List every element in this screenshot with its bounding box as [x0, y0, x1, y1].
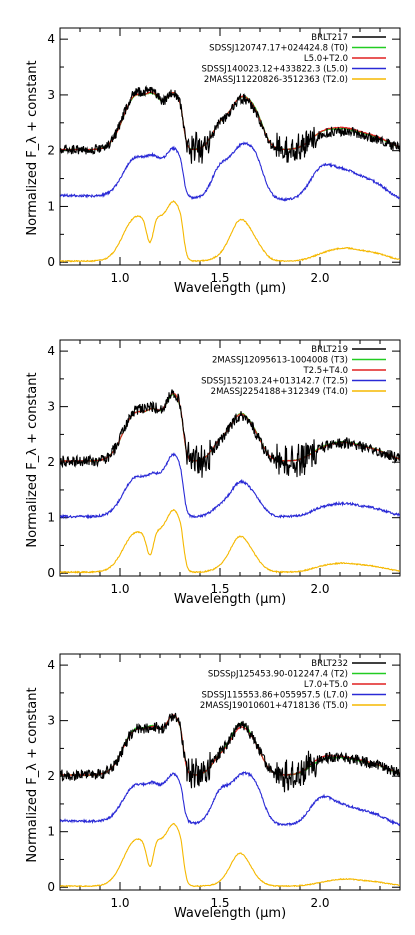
series-line — [60, 452, 400, 520]
plot-frame — [59, 653, 401, 891]
x-axis-label: Wavelength (μm) — [174, 906, 286, 921]
y-tick-label: 0 — [47, 255, 55, 269]
legend-label: L7.0+T5.0 — [304, 680, 348, 690]
y-axis-label: Normalized F_λ + constant — [25, 60, 40, 235]
x-tick-label: 1.0 — [110, 271, 129, 285]
x-axis-label: Wavelength (μm) — [174, 281, 286, 296]
legend-label: 2MASSJ11220826-3512363 (T2.0) — [204, 75, 348, 85]
x-tick-label: 1.5 — [210, 271, 229, 285]
series-line — [60, 508, 400, 574]
series-line — [60, 712, 400, 793]
y-tick-label: 3 — [47, 400, 55, 414]
y-tick-label: 3 — [47, 88, 55, 102]
y-tick-label: 2 — [47, 769, 55, 783]
legend-label: SDSSJ140023.12+433822.3 (L5.0) — [202, 65, 348, 75]
x-tick-label: 2.0 — [310, 582, 329, 596]
legend-label: SDSSJ152103.24+013142.7 (T2.5) — [201, 377, 348, 387]
chart-panel-3: 1.0 1.5 2.0 0 1 2 3 4 Wavelength (μm) Normalized … — [25, 653, 401, 921]
x-tick-label: 1.5 — [210, 582, 229, 596]
legend-label: 2MASSJ12095613-1004008 (T3) — [212, 356, 348, 366]
legend-label: BRLT232 — [311, 659, 348, 669]
y-tick-label: 2 — [47, 455, 55, 469]
legend-label: BRLT217 — [311, 33, 348, 43]
series-line — [60, 392, 400, 463]
series-line — [60, 200, 400, 263]
chart-panel-2: 1.0 1.5 2.0 0 1 2 3 4 Wavelength (μm) Normalized … — [25, 339, 401, 607]
y-tick-label: 0 — [47, 566, 55, 580]
y-tick-label: 4 — [47, 344, 55, 358]
x-axis-label: Wavelength (μm) — [174, 592, 286, 607]
x-tick-label: 2.0 — [310, 896, 329, 910]
chart-panel-1: 1.0 1.5 2.0 0 1 2 3 4 Wavelength (μm) Normalized … — [25, 27, 401, 296]
x-tick-label: 1.5 — [210, 896, 229, 910]
y-tick-label: 4 — [47, 32, 55, 46]
y-tick-label: 1 — [47, 199, 55, 213]
series-line — [60, 84, 400, 164]
legend-label: SDSSpJ125453.90-012247.4 (T2) — [208, 670, 348, 680]
plot-frame — [59, 339, 401, 577]
legend-label: BRLT219 — [311, 345, 348, 355]
series-line — [60, 393, 400, 463]
series-line — [60, 822, 400, 888]
x-tick-label: 2.0 — [310, 271, 329, 285]
y-tick-label: 1 — [47, 511, 55, 525]
x-tick-label: 1.0 — [110, 896, 129, 910]
series-line — [60, 389, 400, 478]
x-tick-label: 1.0 — [110, 582, 129, 596]
series-line — [60, 141, 400, 202]
y-tick-label: 1 — [47, 825, 55, 839]
series-line — [60, 771, 400, 827]
legend-label: T2.5+T4.0 — [302, 366, 348, 376]
y-tick-label: 0 — [47, 880, 55, 894]
y-axis-label: Normalized F_λ + constant — [25, 687, 40, 862]
legend-label: 2MASSJ19010601+4718136 (T5.0) — [200, 701, 348, 711]
legend-label: SDSSJ120747.17+024424.8 (T0) — [209, 44, 348, 54]
y-tick-label: 4 — [47, 658, 55, 672]
y-axis-label: Normalized F_λ + constant — [25, 372, 40, 547]
legend-label: SDSSJ115553.86+055957.5 (L7.0) — [202, 691, 348, 701]
y-tick-label: 2 — [47, 144, 55, 158]
y-tick-label: 3 — [47, 714, 55, 728]
legend-label: 2MASSJ2254188+312349 (T4.0) — [211, 387, 348, 397]
legend-label: L5.0+T2.0 — [304, 54, 348, 64]
